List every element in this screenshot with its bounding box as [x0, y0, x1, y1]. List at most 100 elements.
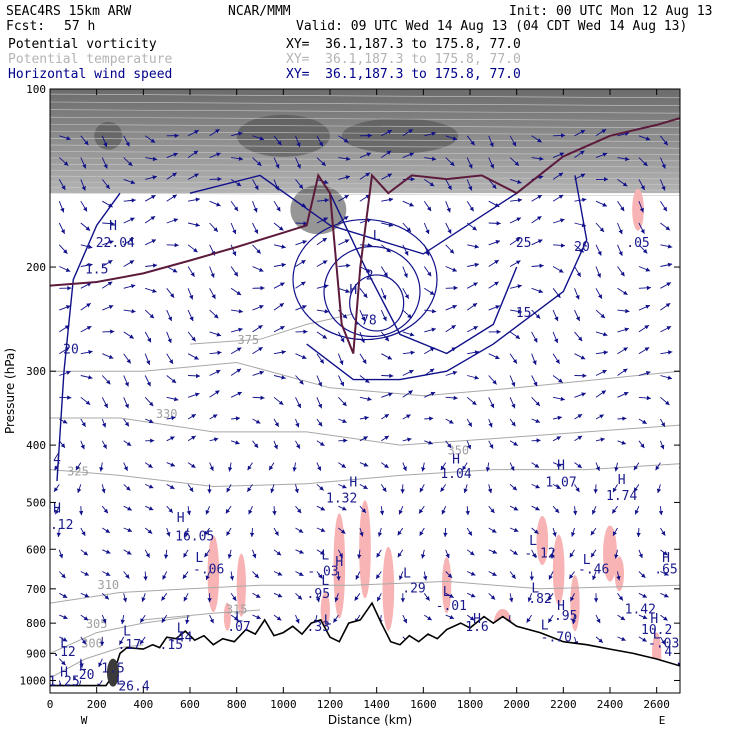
wind-vector-head	[666, 282, 671, 287]
x-tick-label: 200	[87, 698, 107, 711]
wind-vector-head	[129, 238, 134, 243]
wind-vector-head	[577, 463, 582, 468]
wind-vector-head	[558, 172, 564, 177]
wind-vector-head	[560, 243, 565, 248]
wind-vector-head	[275, 164, 280, 169]
wind-vector	[682, 306, 693, 310]
wind-vector-head	[209, 618, 214, 624]
wind-vector-head	[689, 305, 694, 309]
extremum-label: .05	[626, 236, 649, 251]
wind-vector-head	[318, 141, 323, 147]
annotations: H22.041.520202515.05LH.7824H1.32H1.04H1.…	[50, 219, 679, 693]
wind-vector-head	[205, 510, 210, 515]
wind-vector-head	[189, 294, 194, 300]
wind-vector-head	[548, 618, 553, 623]
extremum-label: .07	[227, 620, 250, 635]
wind-vector-head	[441, 509, 446, 515]
extremum-label: L	[116, 673, 124, 688]
wind-vector-head	[664, 571, 669, 576]
wind-vector-head	[148, 506, 154, 511]
extremum-label: 4	[664, 645, 672, 660]
wind-vector-head	[640, 443, 645, 448]
wind-vector-head	[517, 179, 522, 184]
wind-vector-head	[642, 593, 647, 598]
wind-vector-head	[624, 327, 629, 332]
wind-vector-head	[688, 203, 693, 207]
wind-vector-head	[558, 378, 563, 383]
wind-vector-head	[425, 251, 430, 256]
wind-vector-head	[555, 359, 560, 364]
wind-vector-head	[319, 441, 325, 446]
wind-vector-head	[367, 396, 372, 402]
wind-vector-head	[324, 284, 329, 289]
wind-vector-head	[226, 531, 231, 536]
wind-vector-head	[683, 164, 687, 169]
wind-vector-head	[488, 422, 493, 428]
wind-vector-head	[515, 334, 520, 339]
wind-vector-head	[130, 284, 136, 289]
wind-vector-head	[593, 489, 598, 494]
wind-vector-head	[425, 596, 430, 601]
x-tick-label: 2200	[550, 698, 577, 711]
wind-vector-head	[274, 186, 279, 191]
extremum-label: 15	[516, 306, 532, 321]
wind-vector-head	[361, 316, 366, 322]
wind-vector-head	[620, 206, 625, 212]
wind-vector-head	[445, 553, 450, 559]
wind-vector-head	[146, 360, 151, 365]
wind-vector-head	[152, 156, 158, 162]
wind-vector-head	[122, 597, 128, 603]
wind-vector-head	[427, 271, 432, 277]
wind-vector-head	[229, 576, 235, 581]
wind-vector-head	[207, 489, 212, 494]
wind-vector-head	[573, 510, 578, 516]
wind-vector-head	[162, 575, 167, 580]
wind-vector-head	[333, 618, 338, 623]
wind-vector-head	[141, 597, 146, 602]
x-tick-label: 2600	[643, 698, 670, 711]
wind-vector-head	[467, 531, 472, 536]
wind-vector-head	[404, 251, 409, 256]
extremum-label: .78	[353, 313, 376, 328]
wind-vector-head	[215, 370, 221, 374]
wind-vector-head	[129, 334, 134, 339]
wind-vector-head	[668, 350, 673, 355]
wind-vector-head	[400, 489, 405, 494]
wind-vector-head	[81, 422, 86, 427]
wind-vector-head	[147, 337, 151, 343]
wind-vector-head	[596, 273, 601, 278]
wind-vector-head	[278, 400, 284, 405]
wind-vector-head	[582, 197, 587, 202]
wind-vector-head	[126, 550, 132, 555]
wind-vector-head	[403, 618, 407, 624]
wind-vector-head	[147, 529, 153, 534]
wind-vector-head	[320, 527, 326, 532]
x-tick-label: 400	[133, 698, 153, 711]
extremum-label: 1.42	[625, 602, 656, 617]
wind-vector-head	[683, 143, 687, 148]
wind-vector-head	[570, 596, 575, 602]
wind-vector-head	[451, 347, 456, 352]
wind-vector-head	[430, 347, 435, 352]
wind-vector-head	[321, 161, 326, 166]
east-label: E	[659, 714, 666, 727]
wind-vector-head	[105, 571, 111, 576]
wind-vector-head	[119, 640, 124, 645]
extremum-label: L	[373, 229, 381, 244]
extremum-label: -.03	[648, 637, 679, 652]
y-tick-label: 600	[26, 543, 46, 556]
wind-vector-head	[106, 379, 111, 385]
wind-speed-contour	[306, 175, 588, 381]
wind-vector-head	[340, 337, 345, 343]
wind-vector-head	[559, 152, 565, 157]
extremum-label: 1.32	[326, 491, 357, 506]
field-wind-name: Horizontal wind speed	[8, 67, 173, 82]
wind-vector-head	[450, 161, 455, 166]
wind-vector-head	[103, 508, 108, 514]
wind-vector-head	[404, 294, 409, 299]
wind-vector-head	[640, 185, 645, 190]
wind-vector-head	[194, 355, 199, 360]
wind-vector-head	[557, 415, 562, 421]
wind-vector-head	[425, 229, 430, 234]
wind-vector-head	[226, 487, 231, 493]
